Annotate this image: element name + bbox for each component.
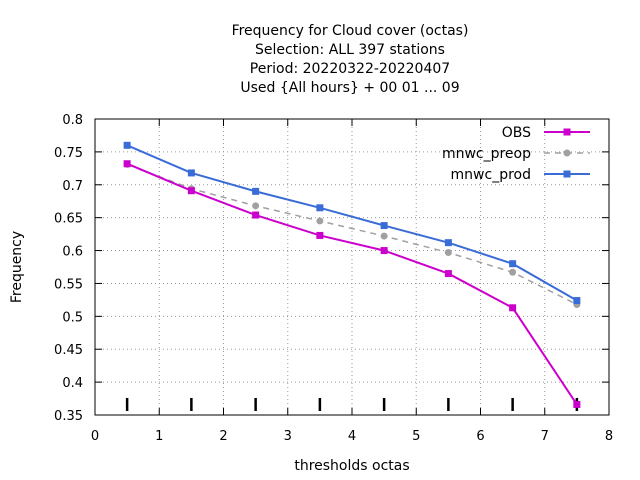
data-point [509, 304, 517, 312]
x-tick-label: 3 [284, 429, 292, 444]
y-tick-label: 0.45 [54, 343, 83, 358]
y-tick-label: 0.8 [62, 113, 83, 128]
data-point [509, 260, 517, 268]
x-tick-label: 0 [91, 429, 99, 444]
data-point [509, 268, 517, 276]
data-point [380, 232, 388, 240]
legend-label: OBS [502, 125, 531, 141]
legend-label: mnwc_preop [442, 146, 531, 162]
x-tick-label: 7 [541, 429, 549, 444]
data-point [252, 187, 260, 195]
legend: OBS mnwc_preop mnwc_prod [442, 125, 590, 183]
x-tick-label: 1 [155, 429, 163, 444]
y-tick-label: 0.5 [62, 310, 83, 325]
y-tick-label: 0.6 [62, 245, 83, 260]
y-axis-label: Frequency [9, 231, 25, 303]
data-point [573, 297, 581, 305]
x-tick-label: 6 [476, 429, 484, 444]
legend-label: mnwc_prod [451, 167, 531, 183]
data-point [123, 160, 131, 168]
data-point [252, 202, 260, 210]
series-line-mnwc-prod [126, 144, 578, 302]
title-line: Frequency for Cloud cover (octas) [232, 23, 469, 39]
y-tick-label: 0.65 [54, 212, 83, 227]
data-point [123, 141, 131, 149]
data-point [187, 187, 195, 195]
data-point [187, 169, 195, 177]
data-point [316, 204, 324, 212]
data-point [573, 400, 581, 408]
data-point [444, 249, 452, 257]
chart-title: Frequency for Cloud cover (octas) Selecti… [232, 23, 469, 96]
x-tick-label: 5 [412, 429, 420, 444]
x-axis-label: thresholds octas [294, 458, 409, 474]
data-point [444, 239, 452, 247]
x-tick-label: 2 [219, 429, 227, 444]
data-point [380, 222, 388, 230]
data-point [316, 217, 324, 225]
axis-ticks: 0.35 0.4 0.45 0.5 0.55 0.6 0.65 0.7 0.75 0.8 0 1 2 3 4… [54, 113, 613, 444]
x-tick-label: 4 [348, 429, 356, 444]
data-point [252, 211, 260, 219]
y-tick-label: 0.4 [62, 376, 83, 391]
x-tick-label: 8 [605, 429, 613, 444]
series-lines [123, 141, 581, 408]
y-tick-label: 0.7 [62, 179, 83, 194]
series-line-mnwc-preop [126, 163, 578, 306]
grid [95, 119, 609, 415]
legend-marker [563, 170, 571, 178]
plot-frame [94, 118, 610, 416]
title-line: Period: 20220322-20220407 [250, 61, 450, 77]
y-tick-label: 0.75 [54, 146, 83, 161]
data-point [316, 231, 324, 239]
data-point [380, 247, 388, 255]
y-tick-label: 0.35 [54, 409, 83, 424]
data-point [444, 270, 452, 278]
series-line-OBS [126, 162, 578, 406]
legend-marker [563, 149, 571, 157]
title-line: Used {All hours} + 00 01 ... 09 [240, 80, 459, 96]
title-line: Selection: ALL 397 stations [255, 42, 445, 58]
legend-marker [563, 128, 571, 136]
y-tick-label: 0.55 [54, 277, 83, 292]
